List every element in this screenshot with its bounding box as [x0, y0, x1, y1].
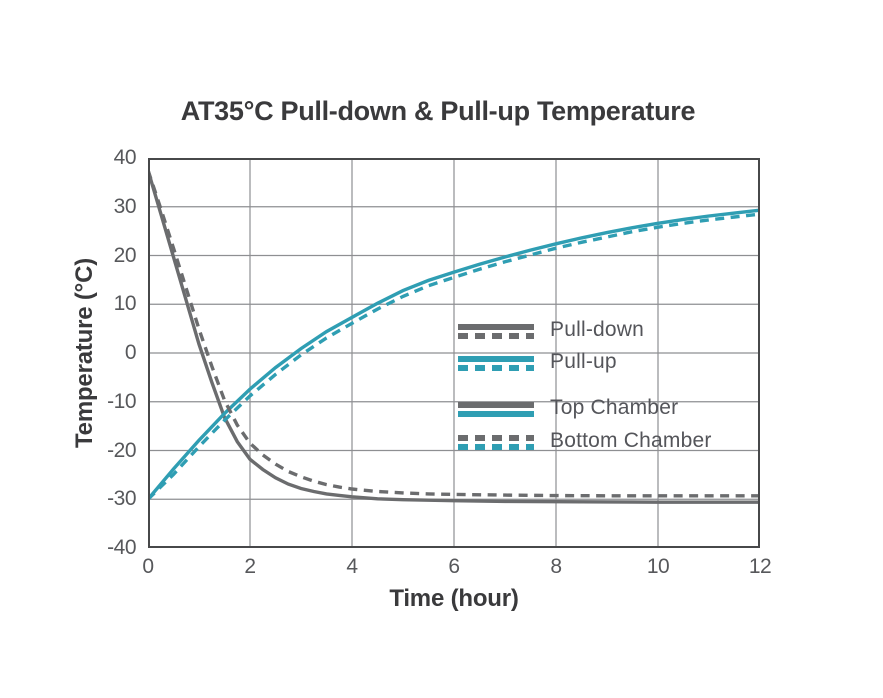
chart-svg — [148, 158, 760, 548]
x-tick-label: 12 — [748, 555, 772, 578]
y-tick-label: -40 — [107, 536, 136, 559]
x-tick-label: 10 — [646, 555, 670, 578]
x-axis-ticks: 0 2 4 6 8 10 12 — [142, 548, 771, 578]
series-pull-down-top-chamber — [148, 169, 760, 504]
y-tick-label: 40 — [113, 146, 137, 169]
y-tick-label: -20 — [107, 438, 136, 462]
y-axis-ticks: 40 30 20 10 0 -10 -20 -30 -40 — [78, 146, 137, 559]
series-pull-down-bottom-chamber — [148, 169, 760, 498]
y-tick-label: -30 — [107, 487, 136, 511]
chart-title: AT35°C Pull-down & Pull-up Temperature — [180, 96, 696, 126]
x-axis-title: Time (hour) — [389, 585, 519, 612]
x-tick-label: 2 — [244, 555, 256, 578]
y-tick-label: 30 — [113, 194, 137, 218]
series-pull-up-bottom-chamber — [148, 212, 760, 501]
plot-frame — [148, 158, 760, 548]
y-tick-label: -10 — [107, 389, 136, 413]
x-tick-label: 8 — [550, 555, 562, 578]
x-tick-label: 6 — [448, 555, 460, 578]
y-tick-label: 20 — [113, 243, 137, 267]
x-tick-label: 0 — [142, 555, 154, 578]
plot-area: 40 30 20 10 0 -10 -20 -30 -40 0 2 4 6 8 10 12 Pull-dow… — [107, 146, 772, 578]
series-pull-up-top-chamber — [148, 208, 760, 501]
x-tick-label: 4 — [346, 555, 358, 578]
y-tick-label: 0 — [124, 341, 137, 364]
y-tick-label: 10 — [113, 292, 137, 316]
